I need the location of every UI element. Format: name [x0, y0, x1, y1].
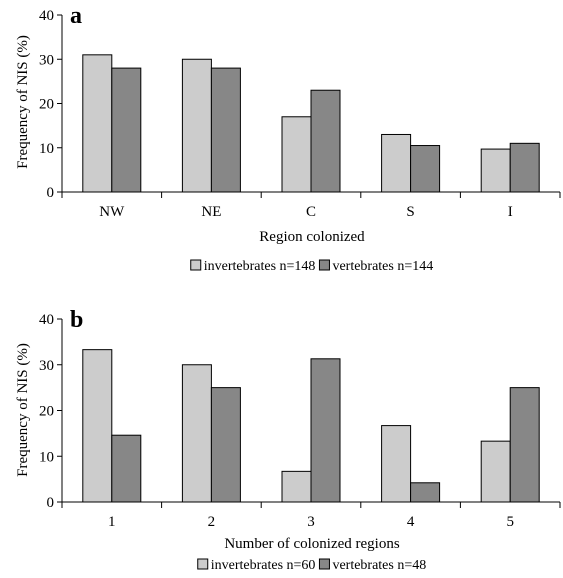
panel-a-letter: a — [70, 3, 82, 29]
panel-a-y-axis-label: Frequency of NIS (%) — [15, 35, 31, 169]
panel-b-legend-swatch-vertebrates — [318, 558, 330, 570]
panel-b-bar-vertebrates-4 — [410, 482, 441, 503]
panel-a-x-tick-label: I — [508, 204, 513, 220]
panel-a-chart: a Frequency of NIS (%) Region colonized … — [15, 3, 561, 274]
panel-a-bar-invertebrates-nw — [82, 54, 113, 193]
panel-b-bar-invertebrates-1 — [82, 349, 113, 503]
panel-a-axes: NW NE C S I 0 10 20 30 40 — [39, 8, 561, 220]
panel-b-y-tick-label: 20 — [39, 404, 54, 420]
panel-a-bar-vertebrates-c — [310, 89, 341, 193]
panel-a-bar-vertebrates-ne — [210, 67, 241, 193]
panel-a-legend: invertebrates n=148 vertebrates n=144 — [190, 259, 433, 274]
panel-b-x-tick-label: 1 — [108, 514, 116, 530]
panel-a-legend-label-vertebrates: vertebrates n=144 — [332, 259, 433, 274]
panel-a-legend-label-invertebrates: invertebrates n=148 — [204, 259, 316, 274]
panel-a-y-tick-label: 30 — [39, 52, 54, 68]
panel-a-x-tick-label: S — [406, 204, 414, 220]
panel-a-legend-swatch-vertebrates — [318, 259, 330, 271]
panel-a-legend-swatch-invertebrates — [190, 259, 202, 271]
panel-b-chart: b Frequency of NIS (%) Number of coloniz… — [15, 307, 561, 573]
panel-b-x-tick-label: 3 — [307, 514, 315, 530]
panel-a-bar-vertebrates-s — [410, 145, 441, 193]
panel-a-bar-invertebrates-ne — [181, 58, 212, 193]
panel-b-x-axis-label: Number of colonized regions — [224, 536, 400, 552]
panel-a-bar-invertebrates-i — [480, 148, 511, 193]
panel-b-legend-label-invertebrates: invertebrates n=60 — [211, 558, 316, 573]
panel-a-bars — [82, 54, 540, 193]
panel-b-legend-label-vertebrates: vertebrates n=48 — [332, 558, 426, 573]
panel-b-y-axis-label: Frequency of NIS (%) — [15, 343, 31, 477]
panel-b-legend: invertebrates n=60 vertebrates n=48 — [197, 558, 426, 573]
panel-b-bar-vertebrates-5 — [509, 387, 540, 503]
panel-b-y-tick-label: 10 — [39, 449, 54, 465]
panel-a-bar-invertebrates-s — [381, 133, 412, 193]
panel-b-x-tick-label: 2 — [208, 514, 216, 530]
panel-a-y-tick-label: 10 — [39, 141, 54, 157]
panel-b-y-tick-label: 40 — [39, 312, 54, 328]
panel-a-y-tick-label: 20 — [39, 97, 54, 113]
panel-b-legend-swatch-invertebrates — [197, 558, 209, 570]
panel-b-y-tick-label: 30 — [39, 358, 54, 374]
panel-b-letter: b — [70, 307, 83, 333]
panel-b-bar-vertebrates-3 — [310, 358, 341, 503]
panel-a-bar-vertebrates-i — [509, 142, 540, 193]
panel-b-bars — [82, 349, 540, 503]
panel-a-bar-vertebrates-nw — [111, 67, 142, 193]
panel-a-y-tick-label: 40 — [39, 8, 54, 24]
panel-b-bar-vertebrates-1 — [111, 434, 142, 503]
panel-b-x-tick-label: 5 — [506, 514, 514, 530]
panel-b-bar-invertebrates-2 — [181, 364, 212, 503]
panel-b-axes: 1 2 3 4 5 0 10 20 30 40 — [39, 312, 561, 530]
panel-b-bar-invertebrates-5 — [480, 440, 511, 503]
panel-a-x-tick-label: NW — [99, 204, 125, 220]
panel-b-bar-invertebrates-4 — [381, 425, 412, 503]
panel-a-y-tick-label: 0 — [47, 185, 55, 201]
panel-b-bar-vertebrates-2 — [210, 387, 241, 503]
panel-a-x-tick-label: C — [306, 204, 316, 220]
panel-a-x-tick-label: NE — [201, 204, 221, 220]
panel-a-bar-invertebrates-c — [281, 116, 312, 193]
panel-b-y-tick-label: 0 — [47, 495, 55, 511]
panel-b-x-tick-label: 4 — [407, 514, 415, 530]
panel-a-x-axis-label: Region colonized — [259, 229, 365, 245]
panel-b-bar-invertebrates-3 — [281, 470, 312, 503]
